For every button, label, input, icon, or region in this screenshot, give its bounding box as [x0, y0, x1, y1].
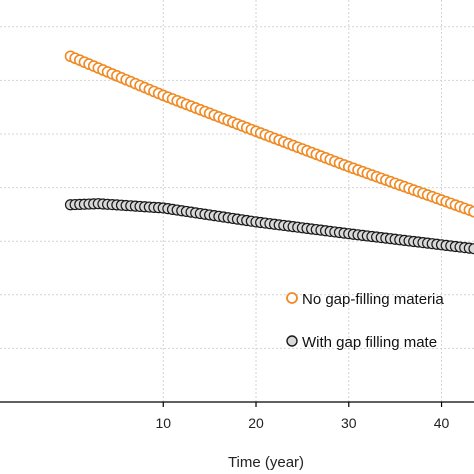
- x-axis-ticks: 10 20 30 40: [155, 402, 450, 431]
- x-tick-label: 40: [434, 415, 450, 431]
- legend-label-with-gap-filling: With gap filling mate: [302, 334, 437, 351]
- legend: No gap-filling materia With gap filling …: [286, 291, 444, 351]
- legend-label-no-gap-filling: No gap-filling materia: [302, 291, 444, 308]
- x-tick-label: 20: [248, 415, 264, 431]
- data-point-with-gap-filling: [468, 243, 474, 255]
- legend-marker-no-gap-filling: [286, 292, 298, 304]
- x-tick-label: 10: [155, 415, 171, 431]
- legend-marker-with-gap-filling: [286, 335, 298, 347]
- x-tick-label: 30: [341, 415, 357, 431]
- data-point-no-gap-filling: [468, 205, 474, 218]
- data-markers: [64, 50, 474, 255]
- x-axis-title: Time (year): [228, 454, 304, 471]
